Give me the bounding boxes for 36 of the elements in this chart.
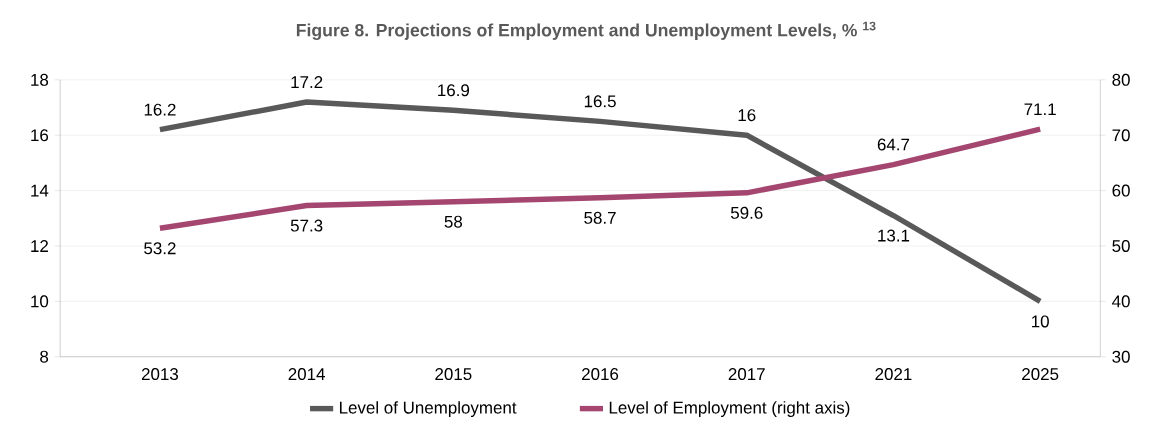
y-tick-label: 16 [31, 129, 49, 142]
legend-label: Level of Unemployment [339, 401, 517, 418]
data-label: 13.1 [878, 229, 910, 242]
x-tick-label: 2014 [288, 368, 325, 381]
y2-tick-label: 40 [1112, 295, 1130, 308]
data-label: 53.2 [144, 242, 176, 255]
y-tick-label: 18 [31, 73, 49, 86]
y-tick-label: 12 [31, 240, 48, 252]
y2-tick-label: 50 [1112, 240, 1130, 253]
legend-label: Level of Employment (right axis) [609, 401, 850, 418]
y-tick-label: 8 [40, 350, 49, 363]
y-tick-label: 14 [31, 184, 49, 197]
data-label: 17.2 [291, 76, 323, 89]
data-label: 59.6 [730, 206, 763, 219]
x-tick-label: 2015 [435, 368, 472, 381]
data-label: 16.9 [438, 84, 470, 97]
x-tick-label: 2021 [875, 368, 912, 381]
data-label: 10 [1032, 315, 1049, 328]
x-tick-label: 2013 [141, 368, 179, 381]
y2-tick-label: 60 [1112, 184, 1130, 197]
y-tick-label: 10 [31, 295, 49, 308]
data-label: 64.7 [877, 138, 910, 151]
data-label: 71.1 [1024, 103, 1056, 116]
data-label: 16.5 [584, 95, 616, 108]
x-tick-label: 2017 [728, 368, 765, 381]
data-label: 16 [738, 109, 756, 122]
x-tick-label: 2016 [582, 368, 619, 381]
y2-tick-label: 80 [1112, 73, 1130, 86]
data-label: 58.7 [584, 211, 616, 224]
data-label: 16.2 [144, 103, 176, 116]
y2-tick-label: 30 [1112, 350, 1130, 363]
y2-tick-label: 70 [1112, 129, 1130, 142]
data-label: 57.3 [290, 219, 323, 232]
x-tick-label: 2025 [1022, 368, 1059, 381]
chart-title: Figure 8. Projections of Employment and Unemployment Levels, % $^{13}$ [296, 21, 876, 41]
data-label: 58 [444, 215, 463, 228]
